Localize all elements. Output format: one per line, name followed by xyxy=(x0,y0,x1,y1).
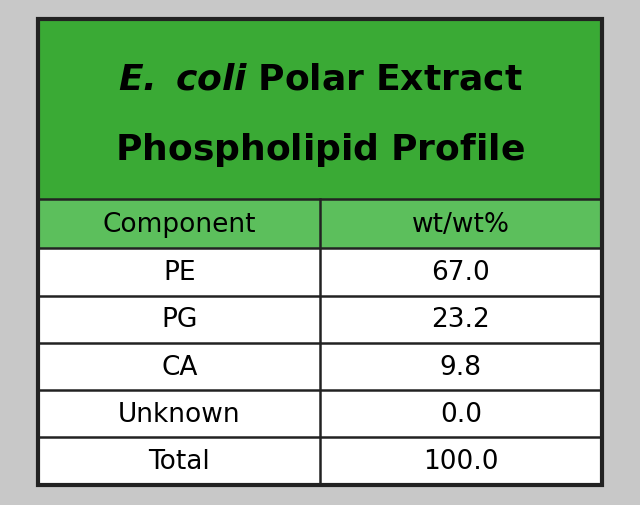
Bar xyxy=(38,343,602,390)
Text: 0.0: 0.0 xyxy=(440,401,482,427)
Text: Total: Total xyxy=(148,448,210,474)
Text: 9.8: 9.8 xyxy=(440,354,482,380)
Text: CA: CA xyxy=(161,354,197,380)
Bar xyxy=(38,20,602,485)
Text: $\bf{Phospholipid\ Profile}$: $\bf{Phospholipid\ Profile}$ xyxy=(115,130,525,168)
Text: PE: PE xyxy=(163,260,195,285)
Text: 67.0: 67.0 xyxy=(431,260,490,285)
Text: $\bfit{E.\ coli}$ $\bf{Polar\ Extract}$: $\bfit{E.\ coli}$ $\bf{Polar\ Extract}$ xyxy=(118,63,522,96)
Text: Unknown: Unknown xyxy=(118,401,241,427)
Text: PG: PG xyxy=(161,307,197,333)
Bar xyxy=(38,390,602,438)
Text: 23.2: 23.2 xyxy=(431,307,490,333)
Text: Component: Component xyxy=(102,211,256,237)
Bar xyxy=(38,20,602,199)
Bar xyxy=(38,296,602,343)
Text: 100.0: 100.0 xyxy=(423,448,499,474)
Bar xyxy=(38,438,602,485)
Bar xyxy=(38,199,602,249)
Text: wt/wt%: wt/wt% xyxy=(412,211,510,237)
Bar xyxy=(38,249,602,296)
